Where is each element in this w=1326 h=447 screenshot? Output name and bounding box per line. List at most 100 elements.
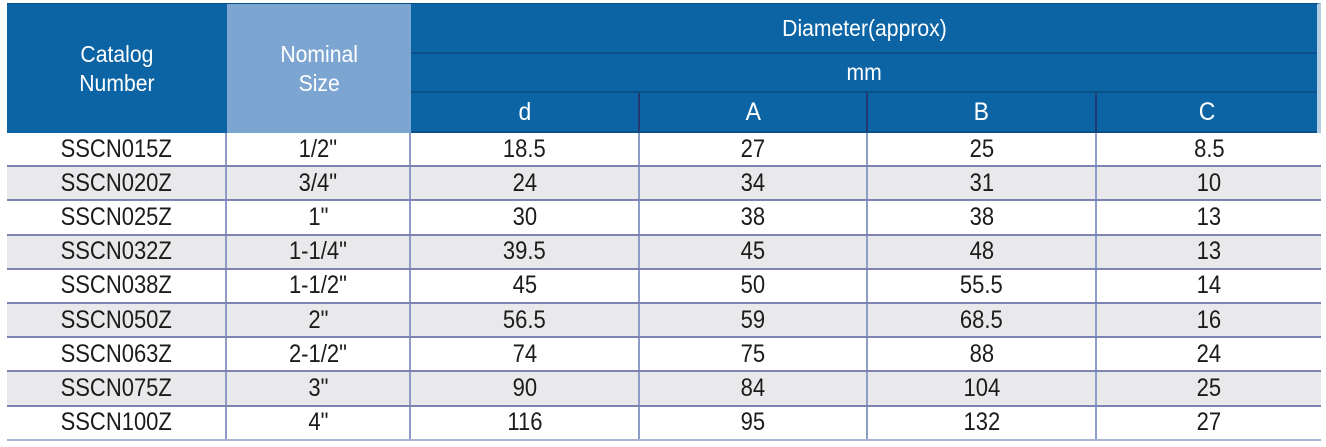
diameter-d-cell: 39.5	[411, 235, 640, 268]
diameter-a-value: 38	[740, 202, 766, 231]
nominal-size-cell: 1/2"	[227, 133, 411, 166]
catalog-number-value: SSCN020Z	[60, 168, 172, 197]
diameter-a-value: 59	[740, 305, 766, 334]
header-col-d: d	[411, 93, 640, 133]
nominal-size-value: 3/4"	[298, 168, 338, 197]
diameter-c-cell: 8.5	[1097, 133, 1321, 165]
catalog-number-value: SSCN100Z	[60, 408, 172, 437]
header-col-a: A	[640, 93, 868, 133]
catalog-number-cell: SSCN025Z	[7, 201, 227, 234]
header-catalog-number-label: Catalog Number	[79, 41, 155, 96]
header-nominal-size-label: Nominal Size	[280, 41, 358, 96]
table-row: SSCN032Z 1-1/4" 39.5 45 48 13	[7, 235, 1321, 270]
diameter-d-cell: 90	[411, 372, 640, 405]
catalog-number-cell: SSCN038Z	[7, 269, 227, 302]
table-row: SSCN015Z 1/2" 18.5 27 25 8.5	[7, 133, 1321, 168]
diameter-c-value: 25	[1196, 373, 1222, 402]
catalog-number-cell: SSCN050Z	[7, 303, 227, 337]
catalog-number-value: SSCN038Z	[60, 271, 172, 300]
diameter-a-cell: 27	[640, 133, 868, 166]
diameter-b-cell: 132	[868, 406, 1097, 439]
diameter-c-value: 8.5	[1193, 134, 1225, 163]
diameter-b-value: 104	[963, 373, 1000, 402]
diameter-a-value: 75	[740, 339, 766, 368]
diameter-a-cell: 45	[640, 235, 868, 268]
diameter-d-value: 74	[512, 339, 537, 368]
table-body: SSCN015Z 1/2" 18.5 27 25 8.5 SSCN020Z 3/…	[7, 133, 1321, 441]
diameter-c-value: 10	[1196, 168, 1222, 197]
diameter-a-value: 95	[740, 408, 766, 437]
diameter-a-cell: 50	[640, 269, 868, 302]
header-unit-mm-label: mm	[846, 59, 882, 86]
diameter-c-cell: 13	[1097, 201, 1321, 233]
nominal-size-value: 1/2"	[298, 134, 338, 163]
table-row: SSCN050Z 2" 56.5 59 68.5 16	[7, 303, 1321, 339]
header-col-a-label: A	[745, 97, 761, 126]
diameter-c-cell: 25	[1097, 372, 1321, 404]
diameter-a-cell: 95	[640, 406, 868, 439]
diameter-b-cell: 31	[868, 167, 1097, 200]
nominal-size-value: 1-1/4"	[289, 237, 347, 266]
header-catalog-number: Catalog Number	[7, 4, 227, 133]
nominal-size-cell: 1-1/4"	[227, 235, 411, 268]
diameter-a-cell: 84	[640, 372, 868, 405]
diameter-d-value: 24	[512, 168, 537, 197]
catalog-number-cell: SSCN075Z	[7, 372, 227, 405]
diameter-d-cell: 24	[411, 167, 640, 200]
diameter-a-cell: 38	[640, 201, 868, 234]
diameter-d-cell: 56.5	[411, 303, 640, 337]
table-row: SSCN025Z 1" 30 38 38 13	[7, 201, 1321, 236]
diameter-c-cell: 27	[1097, 407, 1321, 439]
diameter-d-value: 45	[512, 271, 537, 300]
diameter-c-cell: 24	[1097, 338, 1321, 370]
nominal-size-cell: 2-1/2"	[227, 338, 411, 371]
diameter-c-value: 13	[1196, 237, 1222, 266]
diameter-a-cell: 75	[640, 338, 868, 371]
catalog-number-cell: SSCN020Z	[7, 167, 227, 200]
diameter-c-value: 16	[1196, 305, 1222, 334]
diameter-b-value: 48	[969, 237, 994, 266]
diameter-b-cell: 68.5	[868, 303, 1097, 337]
catalog-number-value: SSCN032Z	[60, 237, 172, 266]
diameter-c-value: 24	[1196, 339, 1222, 368]
diameter-b-value: 68.5	[960, 305, 1003, 334]
header-col-c: C	[1097, 93, 1317, 133]
diameter-d-cell: 18.5	[411, 133, 640, 166]
nominal-size-cell: 3"	[227, 372, 411, 405]
catalog-number-value: SSCN015Z	[60, 134, 172, 163]
nominal-size-value: 4"	[307, 408, 329, 437]
diameter-b-value: 31	[969, 168, 994, 197]
table-row: SSCN038Z 1-1/2" 45 50 55.5 14	[7, 269, 1321, 304]
catalog-number-cell: SSCN032Z	[7, 235, 227, 268]
diameter-d-value: 39.5	[503, 237, 546, 266]
catalog-number-cell: SSCN100Z	[7, 406, 227, 439]
nominal-size-cell: 3/4"	[227, 167, 411, 200]
diameter-b-value: 38	[969, 202, 994, 231]
diameter-b-cell: 48	[868, 235, 1097, 268]
nominal-size-value: 1-1/2"	[289, 271, 347, 300]
header-col-b: B	[868, 93, 1097, 133]
nominal-size-value: 1"	[307, 202, 329, 231]
header-diameter-group-label: Diameter(approx)	[781, 14, 947, 41]
diameter-a-value: 34	[740, 168, 766, 197]
diameter-d-value: 18.5	[503, 134, 546, 163]
diameter-d-value: 90	[512, 373, 537, 402]
diameter-d-cell: 74	[411, 338, 640, 371]
diameter-d-cell: 45	[411, 269, 640, 302]
catalog-number-value: SSCN075Z	[60, 373, 172, 402]
diameter-d-value: 116	[506, 408, 543, 437]
nominal-size-value: 3"	[307, 373, 329, 402]
diameter-a-value: 27	[740, 134, 766, 163]
diameter-a-value: 45	[740, 237, 766, 266]
diameter-d-cell: 116	[411, 406, 640, 439]
diameter-c-value: 27	[1196, 408, 1222, 437]
header-diameter-group: Diameter(approx)	[411, 4, 1317, 54]
diameter-b-cell: 88	[868, 338, 1097, 371]
nominal-size-value: 2"	[307, 305, 329, 334]
catalog-number-cell: SSCN063Z	[7, 338, 227, 371]
diameter-c-value: 14	[1196, 271, 1222, 300]
diameter-b-value: 132	[963, 408, 1000, 437]
diameter-d-value: 56.5	[503, 305, 546, 334]
diameter-b-value: 88	[969, 339, 994, 368]
diameter-c-cell: 10	[1097, 167, 1321, 199]
